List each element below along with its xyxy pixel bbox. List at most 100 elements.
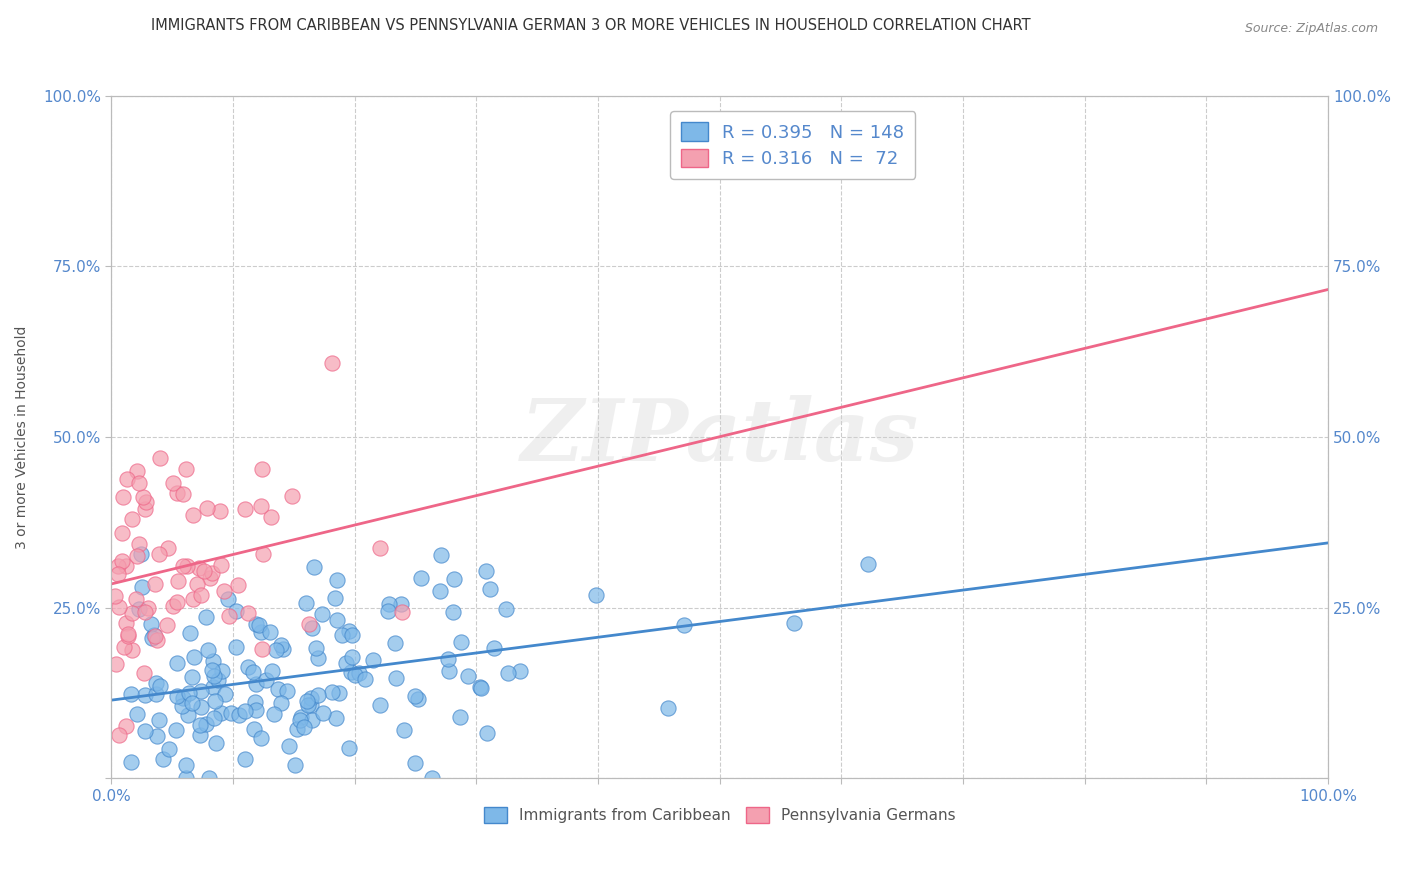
- Point: [495, 602, 517, 616]
- Point: [301, 713, 323, 727]
- Point: [307, 688, 329, 702]
- Point: [219, 706, 242, 720]
- Point: [135, 494, 157, 508]
- Point: [131, 580, 153, 594]
- Point: [121, 642, 143, 657]
- Point: [284, 758, 307, 772]
- Point: [673, 618, 696, 632]
- Point: [204, 694, 226, 708]
- Point: [288, 713, 311, 727]
- Point: [214, 687, 236, 701]
- Point: [271, 642, 294, 657]
- Point: [278, 739, 301, 754]
- Point: [312, 706, 335, 720]
- Point: [202, 680, 225, 694]
- Text: ZIPatlas: ZIPatlas: [520, 395, 918, 479]
- Point: [190, 588, 212, 602]
- Point: [162, 599, 184, 613]
- Point: [436, 651, 458, 665]
- Point: [111, 525, 134, 540]
- Point: [141, 631, 163, 645]
- Point: [120, 755, 142, 769]
- Point: [389, 598, 412, 612]
- Point: [782, 616, 804, 631]
- Point: [148, 713, 170, 727]
- Point: [325, 711, 347, 725]
- Point: [114, 558, 136, 573]
- Point: [181, 696, 204, 710]
- Point: [392, 723, 415, 738]
- Point: [134, 605, 156, 619]
- Point: [146, 633, 169, 648]
- Point: [128, 602, 150, 616]
- Point: [299, 691, 322, 706]
- Point: [115, 615, 138, 630]
- Point: [166, 574, 188, 588]
- Point: [209, 504, 232, 518]
- Point: [479, 582, 502, 596]
- Point: [194, 609, 217, 624]
- Point: [295, 596, 318, 610]
- Point: [321, 356, 343, 370]
- Point: [187, 561, 209, 575]
- Point: [117, 626, 139, 640]
- Point: [457, 669, 479, 683]
- Point: [330, 628, 353, 642]
- Point: [156, 618, 179, 632]
- Point: [262, 665, 284, 679]
- Point: [299, 698, 322, 712]
- Point: [657, 701, 679, 715]
- Point: [238, 660, 260, 674]
- Point: [104, 589, 127, 603]
- Point: [482, 641, 505, 656]
- Point: [142, 628, 165, 642]
- Point: [233, 501, 256, 516]
- Point: [250, 500, 273, 514]
- Point: [337, 624, 360, 638]
- Point: [127, 549, 149, 563]
- Point: [270, 638, 292, 652]
- Point: [132, 490, 155, 504]
- Point: [166, 689, 188, 703]
- Point: [107, 567, 129, 582]
- Point: [117, 472, 139, 486]
- Point: [249, 731, 271, 745]
- Point: [209, 558, 232, 572]
- Point: [188, 718, 211, 732]
- Point: [177, 708, 200, 723]
- Point: [176, 558, 198, 573]
- Point: [404, 756, 426, 770]
- Point: [145, 676, 167, 690]
- Point: [250, 624, 273, 639]
- Point: [145, 577, 167, 591]
- Point: [368, 541, 391, 555]
- Point: [236, 607, 259, 621]
- Point: [340, 665, 363, 680]
- Point: [166, 595, 188, 609]
- Point: [307, 651, 329, 665]
- Point: [143, 629, 166, 643]
- Point: [136, 600, 159, 615]
- Point: [430, 548, 453, 562]
- Point: [121, 512, 143, 526]
- Point: [104, 657, 127, 672]
- Point: [475, 725, 498, 739]
- Point: [194, 716, 217, 731]
- Point: [174, 758, 197, 772]
- Point: [450, 635, 472, 649]
- Point: [475, 564, 498, 578]
- Point: [259, 624, 281, 639]
- Point: [166, 656, 188, 670]
- Point: [264, 642, 287, 657]
- Point: [233, 752, 256, 766]
- Point: [207, 673, 229, 688]
- Point: [148, 679, 170, 693]
- Point: [353, 672, 375, 686]
- Text: Source: ZipAtlas.com: Source: ZipAtlas.com: [1244, 22, 1378, 36]
- Point: [132, 665, 155, 680]
- Point: [131, 548, 153, 562]
- Point: [245, 695, 267, 709]
- Point: [233, 704, 256, 718]
- Point: [404, 689, 426, 703]
- Point: [188, 728, 211, 742]
